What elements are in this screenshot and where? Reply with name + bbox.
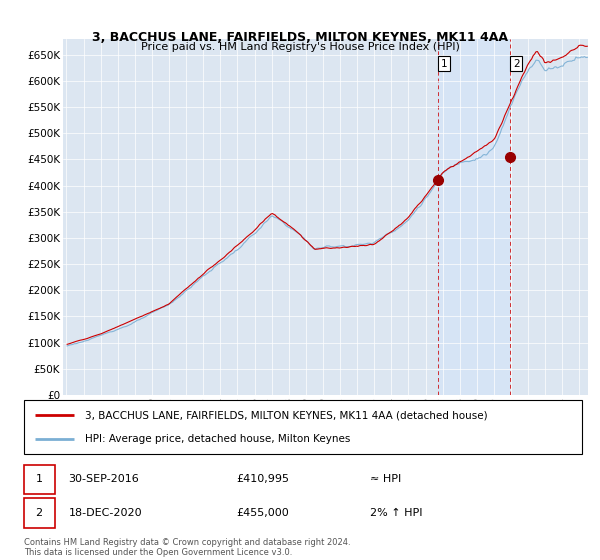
Text: £455,000: £455,000	[236, 508, 289, 518]
FancyBboxPatch shape	[24, 465, 55, 494]
Text: 18-DEC-2020: 18-DEC-2020	[68, 508, 142, 518]
FancyBboxPatch shape	[24, 400, 582, 454]
Text: 1: 1	[441, 59, 448, 69]
Bar	[439, 39, 511, 395]
Text: 2: 2	[35, 508, 43, 518]
Text: Contains HM Land Registry data © Crown copyright and database right 2024.
This d: Contains HM Land Registry data © Crown c…	[24, 538, 350, 557]
Text: HPI: Average price, detached house, Milton Keynes: HPI: Average price, detached house, Milt…	[85, 433, 351, 444]
Text: 1: 1	[35, 474, 43, 484]
Text: 2% ↑ HPI: 2% ↑ HPI	[370, 508, 422, 518]
Text: 3, BACCHUS LANE, FAIRFIELDS, MILTON KEYNES, MK11 4AA: 3, BACCHUS LANE, FAIRFIELDS, MILTON KEYN…	[92, 31, 508, 44]
Text: 3, BACCHUS LANE, FAIRFIELDS, MILTON KEYNES, MK11 4AA (detached house): 3, BACCHUS LANE, FAIRFIELDS, MILTON KEYN…	[85, 410, 488, 421]
Text: 2: 2	[513, 59, 520, 69]
FancyBboxPatch shape	[24, 498, 55, 528]
Text: 30-SEP-2016: 30-SEP-2016	[68, 474, 139, 484]
Text: Price paid vs. HM Land Registry's House Price Index (HPI): Price paid vs. HM Land Registry's House …	[140, 42, 460, 52]
Text: £410,995: £410,995	[236, 474, 289, 484]
Text: ≈ HPI: ≈ HPI	[370, 474, 401, 484]
